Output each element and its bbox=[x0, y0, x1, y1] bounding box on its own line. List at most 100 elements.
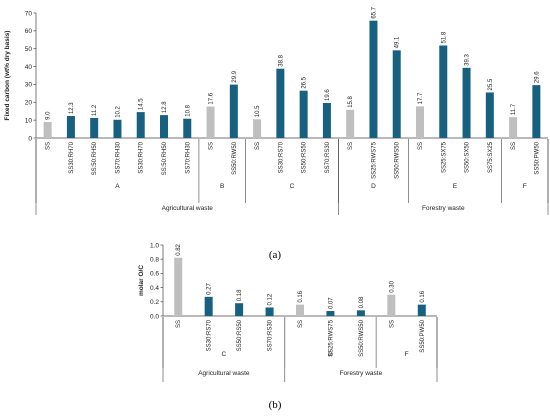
data-label: 49.1 bbox=[395, 36, 401, 48]
group-label: E bbox=[453, 183, 458, 190]
data-label: 26.5 bbox=[302, 76, 308, 88]
bar bbox=[532, 85, 541, 138]
x-tick-label: SS30:RH70 bbox=[139, 141, 145, 173]
y-tick-label: 50 bbox=[25, 46, 33, 53]
x-tick-label: SS50:RW50 bbox=[232, 141, 238, 175]
bar bbox=[462, 67, 471, 138]
data-label: 10.5 bbox=[255, 105, 261, 117]
data-label: 12.3 bbox=[69, 102, 75, 114]
y-tick-label: 0.0 bbox=[150, 313, 159, 320]
y-tick-label: 40 bbox=[25, 64, 33, 71]
data-label: 10.8 bbox=[185, 104, 191, 116]
y-tick-label: 60 bbox=[25, 28, 33, 35]
x-tick-label: SS70:RS30 bbox=[268, 319, 274, 351]
x-tick-label: SS bbox=[255, 142, 261, 150]
category-label: Agricultural waste bbox=[198, 370, 250, 377]
x-tick-label: SS50:PW50 bbox=[420, 319, 426, 352]
bar bbox=[387, 294, 396, 316]
y-tick-label: 1.0 bbox=[150, 242, 159, 249]
group-label: D bbox=[371, 183, 376, 190]
data-label: 0.82 bbox=[176, 243, 182, 255]
bar bbox=[136, 112, 145, 138]
y-tick-label: 0.6 bbox=[150, 271, 159, 278]
data-label: 38.8 bbox=[278, 54, 284, 66]
bar bbox=[299, 90, 308, 138]
bar bbox=[346, 109, 355, 138]
bar bbox=[439, 45, 448, 138]
group-label: B bbox=[220, 183, 224, 190]
data-label: 15.8 bbox=[348, 95, 354, 107]
x-tick-label: SS50:RWS50 bbox=[395, 141, 401, 179]
y-tick-label: 0.2 bbox=[150, 299, 159, 306]
data-label: 0.12 bbox=[268, 293, 274, 305]
bar bbox=[416, 106, 424, 138]
bar bbox=[206, 106, 215, 138]
x-tick-label: SS bbox=[389, 320, 395, 328]
x-tick-label: SS30:RS70 bbox=[278, 141, 284, 173]
data-label: 17.6 bbox=[209, 92, 215, 104]
bar bbox=[417, 304, 426, 316]
group-label: F bbox=[405, 351, 409, 358]
x-tick-label: SS50:RS50 bbox=[237, 319, 243, 351]
panel-label: (b) bbox=[269, 399, 282, 411]
x-tick-label: SS bbox=[46, 142, 52, 150]
data-label: 0.08 bbox=[359, 296, 365, 308]
category-label: Agricultural waste bbox=[162, 205, 214, 212]
data-label: 29.6 bbox=[534, 71, 540, 83]
bar bbox=[265, 307, 274, 316]
x-tick-label: SS bbox=[348, 142, 354, 150]
bar bbox=[174, 257, 183, 316]
chart-panel-b: 0.0 0.2 0.4 0.6 0.8 1.0 molar O/C 0.82 SS 0.27 SS3… bbox=[138, 242, 438, 411]
bar bbox=[326, 311, 335, 316]
x-tick-label: SS bbox=[176, 320, 182, 328]
x-tick-label: SS75:SX25 bbox=[488, 141, 494, 173]
y-tick-label: 0 bbox=[28, 135, 32, 142]
data-label: 0.30 bbox=[389, 280, 395, 292]
data-label: 17.7 bbox=[418, 92, 424, 104]
x-tick-label: SS:50:RH50 bbox=[162, 141, 168, 175]
data-label: 0.16 bbox=[298, 290, 304, 302]
data-label: 0.18 bbox=[237, 289, 243, 301]
x-tick-label: SS25:RWS75 bbox=[371, 141, 377, 179]
x-tick-label: SS30:RH70 bbox=[69, 141, 75, 173]
y-axis-label: Fixed carbon (wt% dry basis) bbox=[4, 31, 11, 121]
data-label: 14.5 bbox=[139, 98, 145, 110]
x-tick-label: SS30:RS70 bbox=[207, 319, 213, 351]
y-tick-label: 30 bbox=[25, 82, 33, 89]
x-tick-label: SS50:RWS50 bbox=[359, 319, 365, 357]
bar bbox=[183, 118, 192, 138]
x-tick-label: SS70:RH30 bbox=[115, 141, 121, 173]
bar bbox=[66, 116, 75, 138]
panel-label: (a) bbox=[269, 249, 282, 261]
category-label: Forestry waste bbox=[422, 205, 465, 212]
x-tick-label: SS25:SX75 bbox=[441, 141, 447, 173]
data-label: 11.7 bbox=[511, 103, 517, 115]
data-label: 39.3 bbox=[465, 53, 471, 65]
y-tick-label: 0.4 bbox=[150, 285, 159, 292]
bar bbox=[322, 103, 331, 138]
x-tick-label: SS bbox=[209, 142, 215, 150]
y-tick-label: 70 bbox=[25, 10, 33, 17]
bar bbox=[392, 50, 401, 139]
group-label: F bbox=[523, 183, 527, 190]
group-label: A bbox=[115, 183, 120, 190]
x-tick-label: SS25:RWS75 bbox=[328, 319, 334, 357]
data-label: 25.5 bbox=[488, 78, 494, 90]
x-tick-label: SS bbox=[418, 142, 424, 150]
group-label: C bbox=[290, 183, 295, 190]
data-label: 9.0 bbox=[46, 111, 52, 120]
bar bbox=[509, 117, 518, 138]
x-tick-label: SS70:RH30 bbox=[185, 141, 191, 173]
bar bbox=[296, 304, 304, 316]
x-tick-label: SS50:PW50 bbox=[534, 141, 540, 174]
bar bbox=[229, 84, 238, 138]
data-label: 19.6 bbox=[325, 89, 331, 101]
bar bbox=[485, 92, 494, 138]
x-tick-label: SS bbox=[298, 320, 304, 328]
chart-panel-a: 0 10 20 30 40 50 60 70 Fixed carbon (wt% dry bas… bbox=[4, 6, 549, 261]
data-label: 10.2 bbox=[115, 105, 121, 117]
y-tick-label: 20 bbox=[25, 100, 33, 107]
x-tick-label: SS50:RS50 bbox=[302, 141, 308, 173]
bar bbox=[204, 296, 213, 316]
y-tick-label: 10 bbox=[25, 117, 33, 124]
